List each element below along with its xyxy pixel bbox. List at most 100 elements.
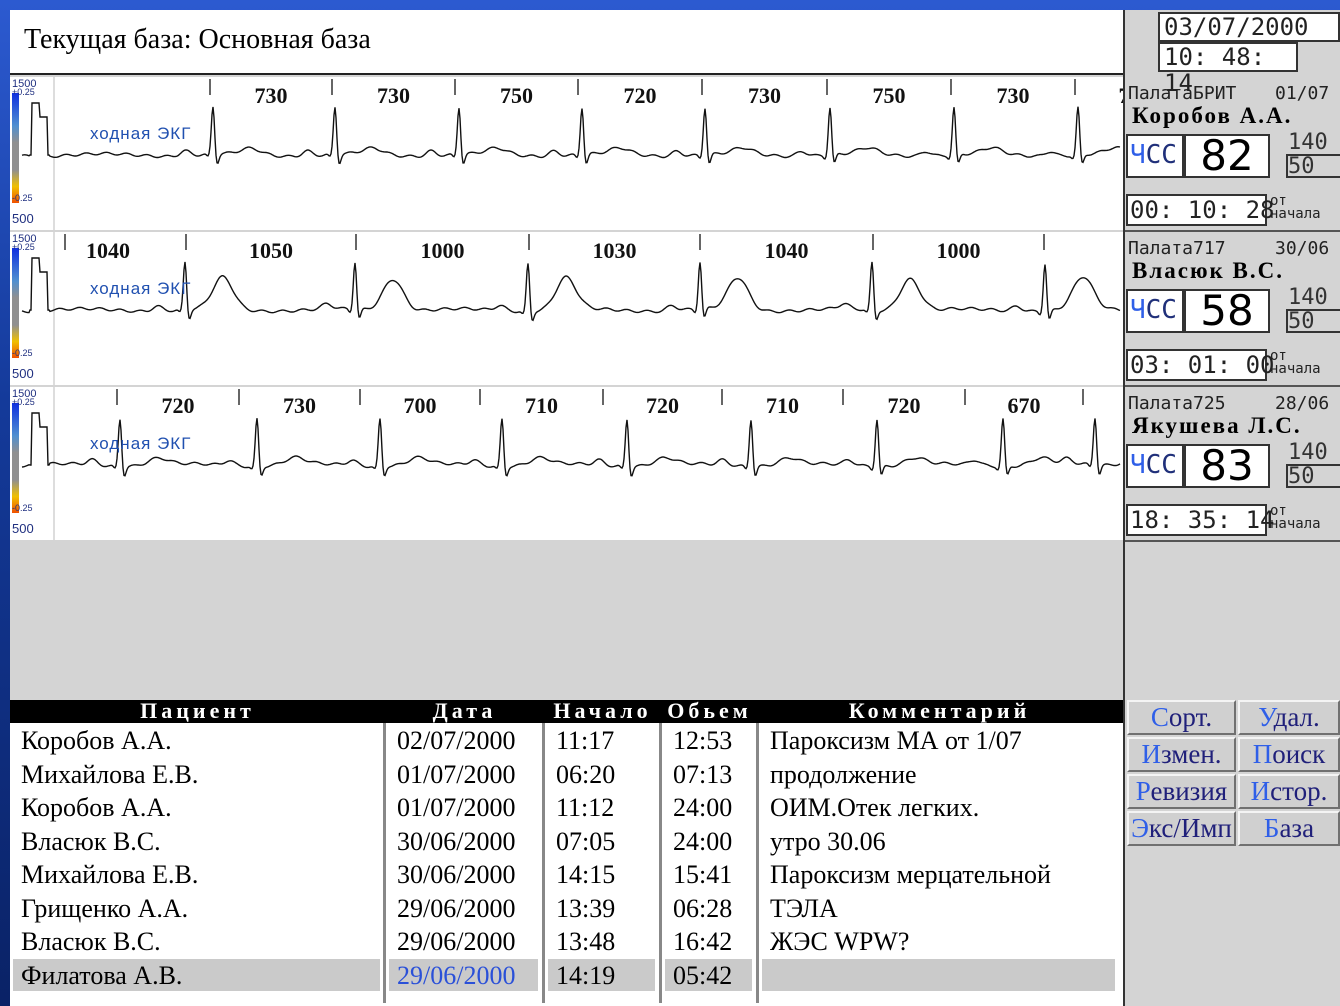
scale-label: -0.25 [12,503,33,513]
table-cell: 06:20 [556,759,616,789]
rr-interval: 730 [997,83,1030,108]
table-cell: утро 30.06 [770,826,886,856]
room-date: 28/06 [1275,393,1330,414]
column-separator [756,723,759,1003]
rr-interval: 1050 [249,238,293,263]
table-cell: 02/07/2000 [397,726,516,755]
rr-interval: 1040 [86,238,130,263]
rr-interval: 1000 [421,238,465,263]
table-cell: 01/07/2000 [397,759,516,789]
rr-interval: 730 [377,83,410,108]
hr-label: ЧСС [1126,444,1184,488]
table-cell: 13:48 [556,927,616,956]
rr-interval: 720 [888,393,921,418]
amplitude-scale [12,93,19,203]
button[interactable]: База [1238,811,1340,846]
elapsed-time: 18: 35: 14 [1126,504,1275,536]
scale-label: 1500 [12,388,36,400]
room: ПалатаБРИТ [1128,83,1237,104]
table-cell: Пароксизм мерцательной [770,860,1051,889]
table-cell: 29/06/2000 [397,927,516,956]
rr-interval: 730 [255,83,288,108]
column-header: Комментарий [848,698,1031,723]
hr-limit-box [1286,309,1340,333]
column-separator [542,723,545,1003]
rr-interval: 750 [500,83,533,108]
lead-label: ходная ЭКГ [90,124,191,143]
rr-interval: 730 [1119,83,1124,108]
hr-high: 140 [1288,130,1328,155]
button[interactable]: Измен. [1127,737,1236,772]
table-cell: 30/06/2000 [397,860,516,889]
rr-interval: 720 [646,393,679,418]
rr-interval: 670 [1008,393,1041,418]
header-bar: Текущая база: Основная база [10,10,1123,75]
table-cell: 11:17 [556,726,615,755]
table-cell: Михайлова Е.В. [21,860,199,889]
heart-rate: 83 [1184,444,1270,488]
patient-name: Коробов А.А. [1132,103,1293,128]
hr-label: ЧСС [1126,289,1184,333]
table-cell: 29/06/2000 [389,958,538,991]
table-cell: Власюк В.С. [21,927,161,956]
since-top: от [1270,503,1287,519]
table-cell: 07:05 [556,826,616,856]
since-top: от [1270,193,1287,209]
hr-limit-box [1286,154,1340,178]
rr-interval: 710 [525,393,558,418]
table-cell: 11:12 [556,793,615,822]
column-header: Начало [553,698,652,723]
card-divider [1125,385,1340,387]
hr-low: 50 [1288,154,1315,179]
room-date: 30/06 [1275,238,1330,259]
button[interactable]: Экс/Имп [1127,811,1236,846]
table-cell: 29/06/2000 [397,893,516,923]
lead-label: ходная ЭКГ [90,434,191,453]
database-title: Текущая база: Основная база [24,24,371,55]
table-cell: 06:28 [673,893,733,923]
button[interactable]: Ревизия [1127,774,1236,809]
hr-high: 140 [1288,440,1328,465]
heart-rate: 82 [1184,134,1270,178]
table-cell: Филатова А.В. [13,958,380,991]
table-cell: 01/07/2000 [397,793,516,822]
table-cell: 13:39 [556,893,616,923]
rr-interval: 710 [766,393,799,418]
scale-label: 500 [12,211,34,226]
button[interactable]: Удал. [1238,700,1340,735]
button[interactable]: Истор. [1238,774,1340,809]
since-top: от [1270,348,1287,364]
scale-label: +0.25 [12,87,35,97]
rr-interval: 750 [873,83,906,108]
rr-labels: 1040 1050 1000 1030 1040 1000 [64,234,1045,263]
patient-name: Власюк В.С. [1132,258,1284,283]
rr-interval: 700 [404,393,437,418]
hr-limit-box [1286,464,1340,488]
column-separator [383,723,386,1003]
column-separator [659,723,662,1003]
scale-label: 500 [12,521,34,536]
table-cell: Коробов А.А. [21,726,172,755]
hr-label: ЧСС [1126,134,1184,178]
card-divider [1125,230,1340,232]
table-cell: Грищенко А.А. [21,893,189,923]
table-cell: 30/06/2000 [397,826,516,856]
since-bottom: начала [1270,361,1321,377]
scale-label: 1500 [12,233,36,245]
button[interactable]: Поиск [1238,737,1340,772]
rr-interval: 1000 [937,238,981,263]
column-header: Дата [432,698,497,723]
ecg-trace [21,257,1121,322]
column-header: Обьем [667,698,752,723]
right-divider [1123,10,1125,1006]
rr-interval: 730 [748,83,781,108]
table-cell: Пароксизм МА от 1/07 [770,726,1022,755]
room-date: 01/07 [1275,83,1330,104]
elapsed-time: 00: 10: 28 [1126,194,1275,226]
since-bottom: начала [1270,206,1321,222]
button[interactable]: Сорт. [1127,700,1236,735]
